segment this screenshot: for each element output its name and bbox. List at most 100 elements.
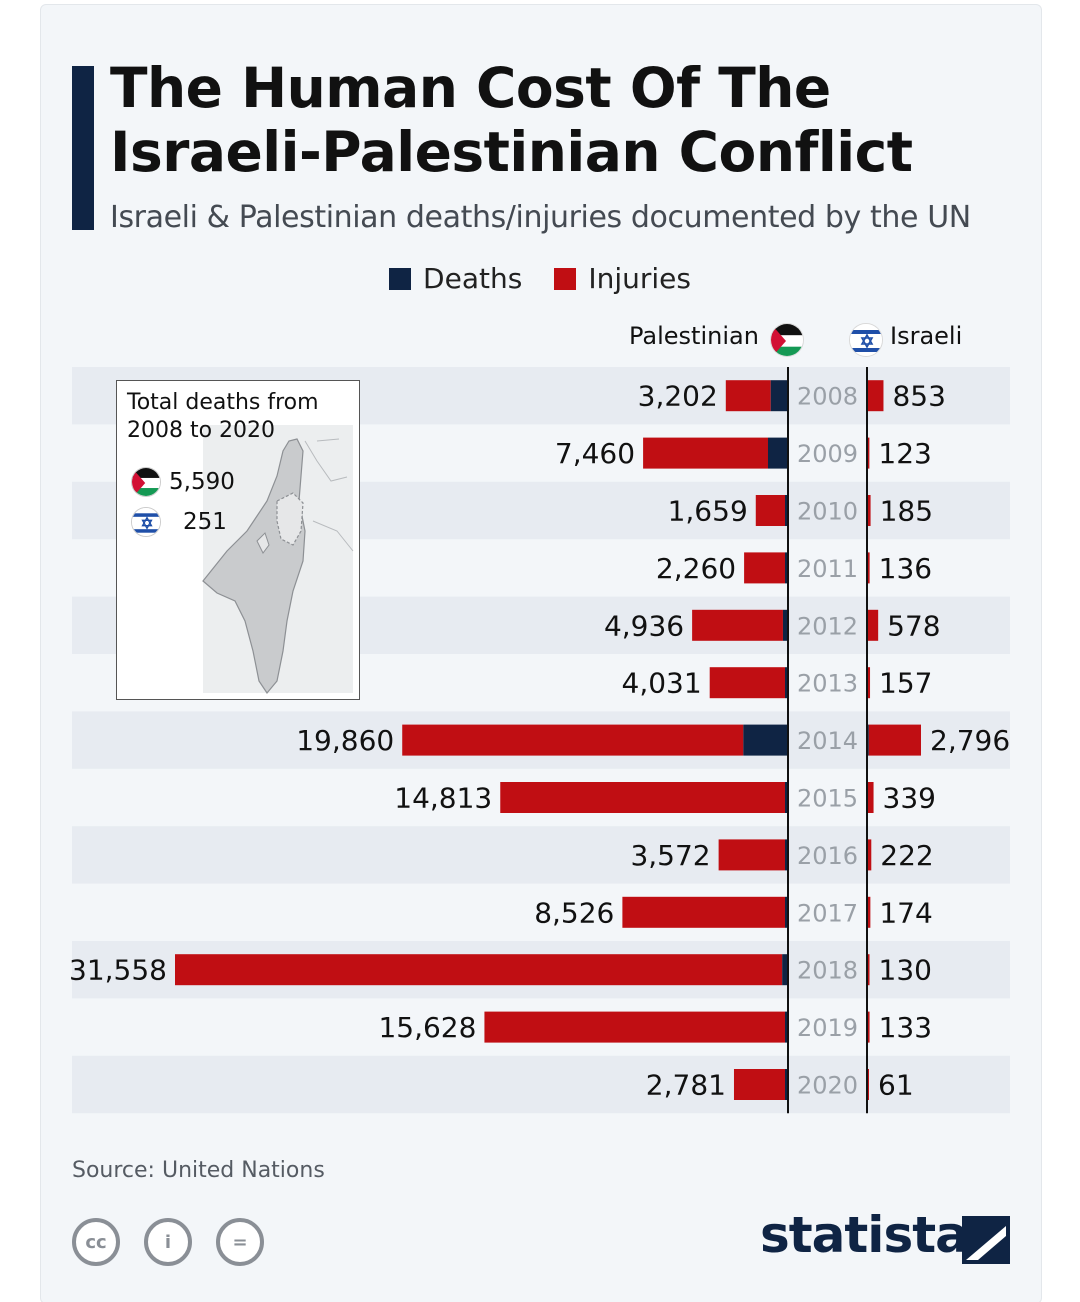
label-israeli-2010: 185 [880,495,933,528]
label-israeli-2016: 222 [880,839,933,872]
cc-icon[interactable]: cc [72,1218,120,1266]
license-icons: cc i = [72,1218,264,1266]
bar-israeli-injuries-2020 [867,1069,869,1100]
bar-palestinian-injuries-2015 [500,782,785,813]
bar-palestinian-deaths-2020 [785,1069,788,1100]
label-palestinian-2009: 7,460 [555,437,635,470]
bar-palestinian-injuries-2018 [175,954,783,986]
inset-israeli-total: 251 [183,509,227,535]
label-palestinian-2015: 14,813 [394,782,492,815]
page-subtitle: Israeli & Palestinian deaths/injuries do… [110,200,971,235]
label-israeli-2017: 174 [879,896,932,929]
legend-label-injuries: Injuries [588,262,691,295]
legend-label-deaths: Deaths [423,262,523,295]
row-band-2020 [72,1055,1010,1114]
year-label-2015: 2015 [797,785,858,813]
label-palestinian-2013: 4,031 [622,667,702,700]
bar-palestinian-injuries-2013 [709,667,785,699]
bar-israeli-injuries-2019 [867,1011,870,1043]
palestine-flag-icon [770,323,804,357]
bar-palestinian-deaths-2016 [785,839,788,871]
bar-palestinian-injuries-2012 [692,609,783,641]
israel-flag-icon [849,323,883,357]
bar-palestinian-injuries-2008 [725,380,771,412]
bar-israeli-injuries-2018 [867,954,870,986]
bar-israeli-injuries-2008 [867,380,884,412]
bar-palestinian-deaths-2013 [785,667,788,699]
palestine-flag-icon [131,467,161,497]
statista-logo-text[interactable]: statista [760,1206,969,1264]
bar-palestinian-deaths-2012 [782,609,788,641]
label-palestinian-2016: 3,572 [630,839,710,872]
bar-palestinian-deaths-2008 [770,380,788,412]
bar-palestinian-injuries-2011 [744,552,785,584]
bar-palestinian-deaths-2017 [785,896,788,928]
bar-palestinian-deaths-2011 [785,552,788,584]
bar-palestinian-deaths-2009 [767,437,788,469]
bar-israeli-injuries-2013 [867,667,871,699]
page-title: The Human Cost Of The Israeli-Palestinia… [110,56,913,184]
bar-palestinian-injuries-2009 [643,437,768,469]
label-palestinian-2019: 15,628 [378,1011,476,1044]
title-accent-bar [72,66,94,230]
label-israeli-2015: 339 [883,782,936,815]
inset-palestinian-total: 5,590 [169,469,235,495]
label-israeli-2013: 157 [879,667,932,700]
year-label-2014: 2014 [797,727,858,755]
year-label-2010: 2010 [797,498,858,526]
year-label-2012: 2012 [797,612,858,640]
label-palestinian-2008: 3,202 [638,380,718,413]
column-header-palestinian: Palestinian [629,322,759,350]
year-label-2020: 2020 [797,1072,858,1100]
bar-israeli-injuries-2012 [867,609,879,641]
bar-palestinian-deaths-2019 [785,1011,788,1043]
label-israeli-2020: 61 [878,1069,914,1102]
label-israeli-2018: 130 [879,954,932,987]
year-label-2019: 2019 [797,1014,858,1042]
label-israeli-2008: 853 [892,380,945,413]
attribution-icon[interactable]: i [144,1218,192,1266]
label-israeli-2012: 578 [887,609,940,642]
legend-swatch-injuries [554,267,577,290]
year-label-2011: 2011 [797,555,858,583]
statista-logo-icon[interactable] [962,1216,1010,1264]
bar-israeli-injuries-2014 [868,724,921,756]
label-israeli-2009: 123 [878,437,931,470]
bar-palestinian-deaths-2015 [785,782,788,813]
israel-palestine-map-icon [117,381,359,699]
bar-palestinian-injuries-2010 [755,495,785,526]
bar-palestinian-injuries-2017 [622,896,785,928]
year-label-2018: 2018 [797,957,858,985]
year-label-2008: 2008 [797,383,858,411]
israel-flag-icon [131,507,161,537]
label-israeli-2011: 136 [879,552,932,585]
legend-item-deaths: Deaths [389,262,522,295]
bar-palestinian-injuries-2016 [718,839,785,871]
no-derivatives-icon[interactable]: = [216,1218,264,1266]
label-palestinian-2018: 31,558 [69,954,167,987]
year-label-2017: 2017 [797,899,858,927]
inset-row-palestinian: 5,590 [131,467,235,497]
label-palestinian-2011: 2,260 [656,552,736,585]
legend-item-injuries: Injuries [554,262,691,295]
bar-palestinian-injuries-2019 [484,1011,785,1043]
bar-israeli-injuries-2016 [867,839,872,871]
year-label-2016: 2016 [797,842,858,870]
bar-israeli-injuries-2011 [867,552,870,584]
bar-israeli-injuries-2010 [867,495,871,526]
bar-palestinian-deaths-2018 [782,954,788,986]
bar-palestinian-deaths-2010 [785,495,788,526]
bar-israeli-injuries-2017 [867,896,871,928]
label-israeli-2019: 133 [879,1011,932,1044]
total-deaths-inset: Total deaths from 2008 to 2020 5,590 251 [116,380,360,700]
label-palestinian-2020: 2,781 [646,1069,726,1102]
column-header-israeli: Israeli [890,322,963,350]
bar-palestinian-deaths-2014 [743,724,788,756]
year-label-2013: 2013 [797,670,858,698]
label-palestinian-2010: 1,659 [668,495,748,528]
row-band-2016 [72,826,1010,884]
bar-israeli-injuries-2015 [867,782,874,813]
inset-title: Total deaths from 2008 to 2020 [127,390,319,443]
year-label-2009: 2009 [797,440,858,468]
label-israeli-2014: 2,796 [930,724,1010,757]
